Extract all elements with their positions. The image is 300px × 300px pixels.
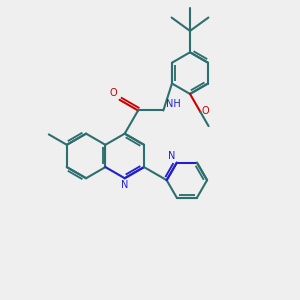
Text: O: O [110,88,117,98]
Text: N: N [121,180,128,190]
Text: NH: NH [166,99,181,109]
Text: O: O [202,106,209,116]
Text: N: N [168,151,175,161]
